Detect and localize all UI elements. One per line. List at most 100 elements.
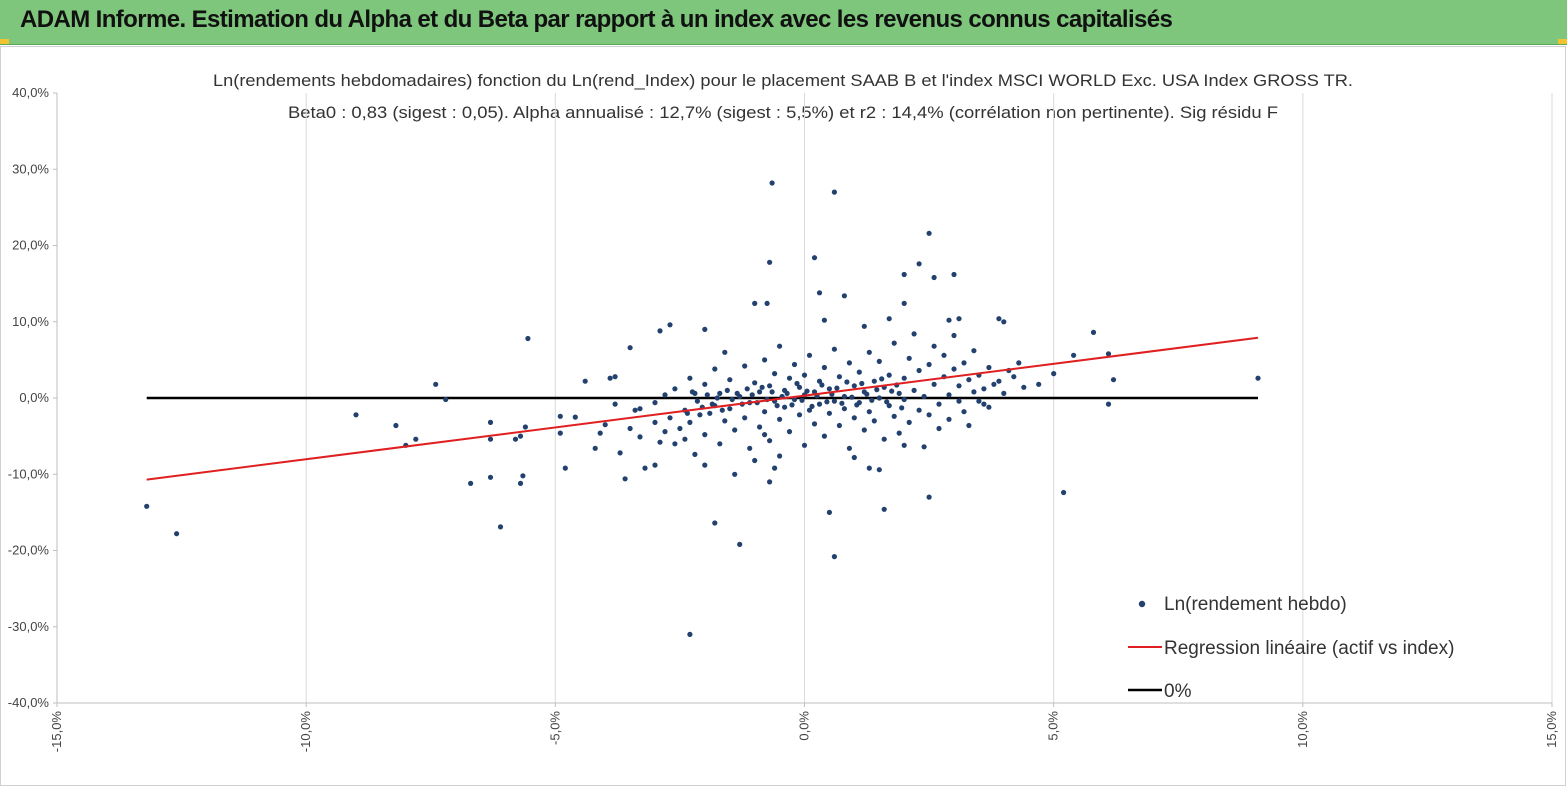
data-point (796, 412, 803, 418)
data-point (794, 380, 800, 387)
data-point (627, 425, 633, 432)
data-point (859, 380, 865, 387)
data-point (517, 480, 524, 486)
data-point (801, 442, 808, 448)
data-point (582, 378, 588, 384)
data-point (966, 422, 972, 429)
regression-line-segment (146, 336, 1259, 481)
regression-line (146, 336, 1259, 481)
x-tick-label: -5,0% (547, 711, 562, 745)
data-point (791, 396, 798, 403)
data-point (707, 410, 713, 416)
scatter-points (144, 180, 1261, 638)
x-tick-label: 15,0% (1544, 711, 1559, 748)
data-point (844, 379, 850, 385)
data-point (1051, 371, 1057, 377)
data-point (864, 391, 870, 397)
data-point (906, 355, 912, 361)
data-point (841, 293, 848, 299)
data-point (522, 424, 529, 430)
data-point (996, 316, 1002, 322)
data-point (936, 401, 942, 407)
y-tick-label: 10,0% (12, 314, 49, 329)
data-point (777, 343, 783, 349)
data-point (1036, 381, 1042, 387)
data-point (861, 427, 867, 433)
data-point (1001, 319, 1007, 325)
data-point (353, 412, 359, 418)
data-point (821, 433, 828, 439)
data-point (468, 480, 474, 486)
data-point (946, 392, 952, 398)
data-point (1001, 390, 1007, 396)
data-point (682, 436, 688, 442)
data-point (627, 345, 633, 351)
data-point (144, 503, 150, 509)
data-point (806, 352, 813, 358)
data-point (816, 378, 823, 384)
data-point (1071, 352, 1077, 358)
x-tick-label: -15,0% (49, 711, 64, 753)
data-point (956, 383, 962, 389)
data-point (901, 300, 907, 306)
data-point (971, 389, 977, 395)
data-point (906, 419, 912, 425)
data-point (901, 375, 907, 381)
data-point (687, 375, 693, 381)
data-point (704, 392, 710, 398)
data-point (876, 395, 882, 401)
data-point (769, 389, 775, 395)
data-point (851, 415, 857, 421)
data-point (834, 385, 840, 391)
data-point (886, 403, 892, 409)
data-point (846, 445, 853, 451)
data-point (1105, 401, 1112, 407)
data-point (831, 189, 838, 195)
data-point (413, 436, 419, 442)
data-point (393, 422, 399, 429)
data-point (737, 541, 743, 547)
data-point (891, 340, 897, 346)
data-point (816, 290, 823, 296)
data-point (1255, 375, 1261, 381)
data-point (443, 396, 449, 403)
data-point (899, 405, 905, 411)
data-point (856, 369, 862, 375)
data-point (884, 399, 890, 405)
data-point (702, 326, 708, 332)
data-point (836, 374, 843, 380)
data-point (742, 363, 748, 369)
data-point (811, 421, 818, 427)
data-point (874, 387, 880, 393)
y-tick-label: 30,0% (12, 161, 49, 176)
data-point (951, 366, 957, 372)
data-point (784, 390, 790, 396)
data-point (767, 479, 773, 485)
data-point (941, 352, 947, 358)
data-point (772, 371, 778, 377)
data-point (1016, 360, 1022, 366)
data-point (931, 343, 937, 349)
data-point (642, 465, 648, 471)
y-tick-label: -30,0% (8, 619, 50, 634)
data-point (757, 424, 763, 430)
data-point (809, 403, 815, 409)
data-point (981, 401, 987, 407)
y-tick-labels: 40,0% 30,0% 20,0% 10,0% 0,0% -10,0% -20,0% -30,… (8, 85, 57, 710)
data-point (951, 271, 957, 278)
data-point (901, 396, 907, 403)
data-point (597, 430, 603, 436)
data-point (433, 381, 439, 387)
data-point (851, 383, 857, 389)
chart-title-line-1: Ln(rendements hebdomadaires) fonction du… (213, 71, 1353, 90)
data-point (717, 390, 723, 396)
data-point (749, 392, 755, 398)
data-point (652, 400, 658, 406)
report-title: ADAM Informe. Estimation du Alpha et du … (20, 6, 1173, 33)
chart-border (0, 46, 1566, 786)
data-point (752, 380, 758, 386)
data-point (846, 360, 853, 366)
data-point (861, 323, 867, 329)
data-point (821, 364, 828, 371)
data-point (687, 631, 693, 638)
